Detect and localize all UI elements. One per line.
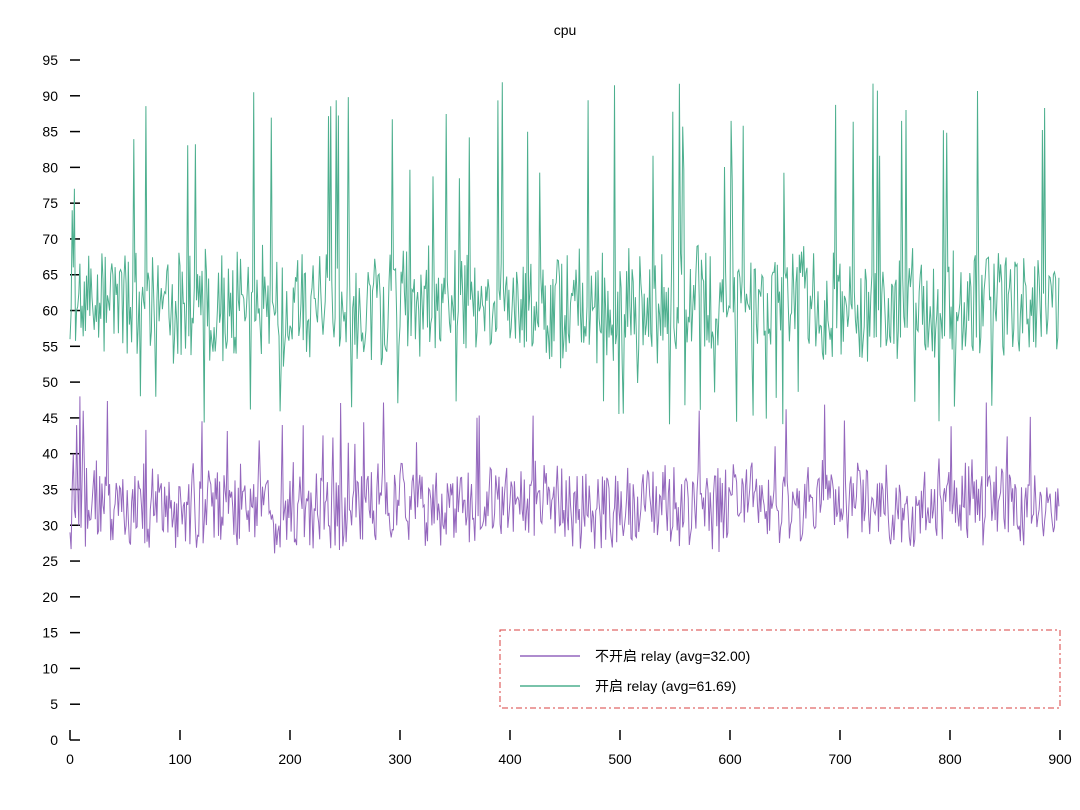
x-tick-label: 300 <box>388 751 412 767</box>
cpu-line-chart: cpu 0 5 10 15 20 25 30 35 40 45 50 55 60 65 70 75 80 85 90 9… <box>0 0 1080 810</box>
x-tick-label: 0 <box>66 751 74 767</box>
y-tick-label: 90 <box>42 88 58 104</box>
y-tick-label: 70 <box>42 231 58 247</box>
y-tick-label: 55 <box>42 338 58 354</box>
legend-label: 不开启 relay (avg=32.00) <box>595 648 750 664</box>
x-tick-label: 700 <box>828 751 852 767</box>
x-tick-label: 100 <box>168 751 192 767</box>
y-tick-label: 45 <box>42 410 58 426</box>
y-tick-label: 20 <box>42 589 58 605</box>
y-tick-label: 35 <box>42 481 58 497</box>
x-tick-label: 600 <box>718 751 742 767</box>
y-tick-label: 60 <box>42 303 58 319</box>
chart-title: cpu <box>554 22 577 38</box>
y-tick-label: 40 <box>42 446 58 462</box>
x-tick-label: 200 <box>278 751 302 767</box>
y-tick-label: 65 <box>42 267 58 283</box>
y-tick-label: 50 <box>42 374 58 390</box>
y-tick-label: 80 <box>42 159 58 175</box>
x-tick-label: 500 <box>608 751 632 767</box>
y-tick-label: 5 <box>50 696 58 712</box>
y-tick-label: 25 <box>42 553 58 569</box>
y-tick-label: 95 <box>42 52 58 68</box>
y-tick-label: 75 <box>42 195 58 211</box>
x-tick-label: 800 <box>938 751 962 767</box>
x-tick-label: 900 <box>1048 751 1072 767</box>
x-tick-label: 400 <box>498 751 522 767</box>
chart-container: cpu 0 5 10 15 20 25 30 35 40 45 50 55 60 65 70 75 80 85 90 9… <box>0 0 1080 810</box>
y-tick-label: 30 <box>42 517 58 533</box>
y-tick-label: 0 <box>50 732 58 748</box>
legend-label: 开启 relay (avg=61.69) <box>595 678 736 694</box>
y-tick-label: 15 <box>42 625 58 641</box>
y-tick-label: 10 <box>42 660 58 676</box>
y-tick-label: 85 <box>42 124 58 140</box>
